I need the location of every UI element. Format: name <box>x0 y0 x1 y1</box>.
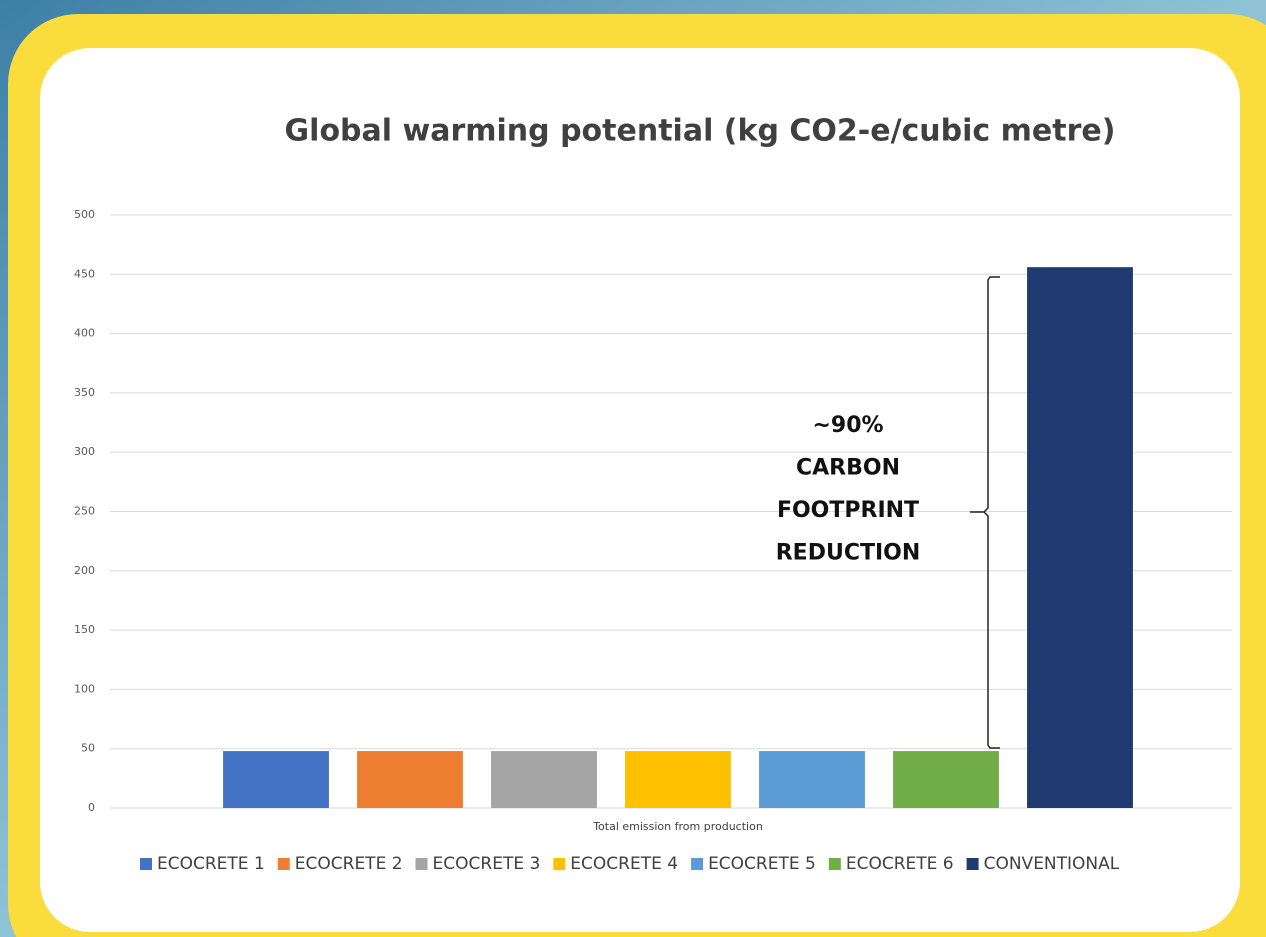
legend-label: ECOCRETE 5 <box>708 854 816 874</box>
bar <box>223 751 329 808</box>
y-tick-label: 50 <box>81 742 95 755</box>
plot: 0 50 100 150 200 250 300 350 400 450 500 Total emis… <box>74 208 1232 874</box>
bar <box>491 751 597 808</box>
legend-swatch <box>553 858 566 870</box>
y-tick-label: 450 <box>74 267 95 280</box>
y-tick-label: 500 <box>74 208 95 221</box>
legend-label: ECOCRETE 1 <box>157 854 265 874</box>
legend-label: CONVENTIONAL <box>984 854 1120 874</box>
y-tick-label: 0 <box>88 801 95 814</box>
bar <box>357 751 463 808</box>
legend-swatch <box>277 858 290 870</box>
legend-swatch <box>966 858 979 870</box>
legend-label: ECOCRETE 6 <box>846 854 954 874</box>
bar <box>1027 267 1133 809</box>
legend-label: ECOCRETE 4 <box>570 854 678 874</box>
legend-label: ECOCRETE 3 <box>433 854 541 874</box>
legend-swatch <box>828 858 841 870</box>
y-tick-label: 250 <box>74 505 95 518</box>
y-tick-label: 300 <box>74 445 95 458</box>
bracket <box>970 276 1000 749</box>
annotation: CARBON <box>796 456 900 481</box>
y-tick-label: 100 <box>74 682 95 695</box>
legend-swatch <box>691 858 704 870</box>
legend-label: ECOCRETE 2 <box>295 854 403 874</box>
annotation: FOOTPRINT <box>777 498 919 523</box>
chart-title: Global warming potential (kg CO2-e/cubic… <box>285 114 1116 149</box>
y-tick-label: 200 <box>74 564 95 577</box>
legend-swatch <box>140 858 152 870</box>
y-tick-label: 150 <box>74 623 95 636</box>
x-tick-label: Total emission from production <box>592 820 763 833</box>
bracket-line <box>970 276 1000 749</box>
bar <box>625 751 731 808</box>
legend-swatch <box>415 858 428 870</box>
panel <box>40 48 1240 932</box>
annotation: ~90% <box>812 413 883 438</box>
y-tick-label: 350 <box>74 386 95 399</box>
bar <box>759 751 865 808</box>
y-tick-label: 400 <box>74 327 95 340</box>
annotation: REDUCTION <box>776 541 921 566</box>
bar <box>893 751 999 808</box>
